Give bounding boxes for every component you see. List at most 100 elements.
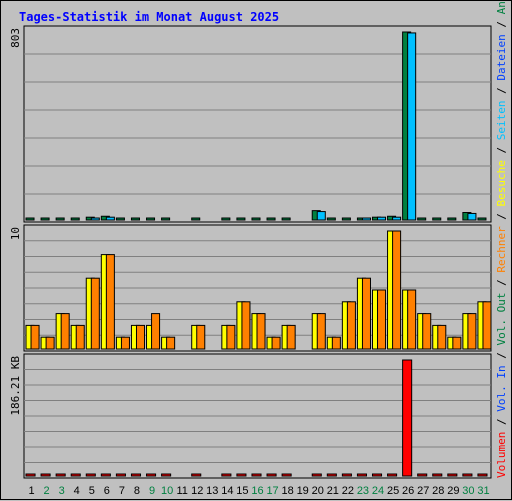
- legend-entry-volumen: Volumen: [495, 432, 508, 478]
- bar-volumen-day-14: [221, 473, 232, 477]
- bar-anfragen-day-18: [281, 217, 291, 221]
- x-tick-label-day-17: 17: [266, 485, 278, 497]
- bar-seiten-day-6: [105, 216, 115, 221]
- bar-anfragen-day-3: [55, 217, 65, 221]
- bar-rechner-day-18: [286, 324, 296, 350]
- panel-visits: 10: [9, 224, 492, 352]
- bar-rechner-day-25: [392, 230, 402, 350]
- bar-rechner-day-2: [45, 336, 55, 350]
- legend-separator: /: [495, 206, 508, 226]
- x-tick-label-day-14: 14: [221, 485, 233, 497]
- bar-anfragen-day-21: [326, 217, 336, 221]
- bar-seiten-day-24: [377, 216, 387, 221]
- bar-rechner-day-24: [377, 289, 387, 350]
- bar-volumen-day-28: [432, 473, 443, 477]
- bar-rechner-day-8: [135, 324, 146, 350]
- x-tick-label-day-2: 2: [44, 485, 50, 497]
- x-tick-label-day-3: 3: [59, 485, 65, 497]
- bar-seiten-day-20: [316, 211, 326, 221]
- bar-anfragen-day-15: [236, 217, 246, 221]
- x-tick-label-day-31: 31: [477, 485, 489, 497]
- bar-volumen-day-27: [417, 473, 428, 477]
- bar-volumen-day-20: [311, 473, 322, 477]
- bar-volumen-day-22: [341, 473, 352, 477]
- bar-anfragen-day-31: [477, 217, 487, 221]
- legend-separator: /: [495, 14, 508, 34]
- y-axis-max-label: 186.21 KB: [9, 356, 22, 416]
- legend-separator: /: [495, 273, 508, 293]
- legend-separator: /: [495, 346, 508, 366]
- bar-rechner-day-15: [241, 301, 251, 350]
- series-volumen: [25, 359, 488, 477]
- bar-anfragen-day-22: [341, 217, 351, 221]
- x-tick-label-day-7: 7: [119, 485, 125, 497]
- x-tick-label-day-12: 12: [191, 485, 203, 497]
- x-tick-label-day-5: 5: [89, 485, 95, 497]
- bar-rechner-day-17: [271, 336, 281, 350]
- legend-entry-rechner: Rechner: [495, 226, 508, 273]
- bar-volumen-day-26: [402, 359, 413, 477]
- bar-rechner-day-4: [75, 324, 85, 350]
- bar-volumen-day-21: [326, 473, 337, 477]
- x-tick-label-day-22: 22: [342, 485, 354, 497]
- bar-volumen-day-16: [251, 473, 262, 477]
- bar-anfragen-day-4: [70, 217, 80, 221]
- bar-seiten-day-26: [407, 32, 417, 221]
- bar-anfragen-day-17: [266, 217, 276, 221]
- bar-rechner-day-10: [166, 336, 176, 350]
- panel-hits: 803: [9, 25, 492, 223]
- bar-volumen-day-23: [356, 473, 367, 477]
- x-tick-label-day-8: 8: [134, 485, 140, 497]
- bar-anfragen-day-9: [146, 217, 156, 221]
- x-tick-label-day-26: 26: [402, 485, 414, 497]
- legend-text: Volumen / Vol. In / Vol. Out / Rechner /…: [495, 1, 508, 478]
- x-tick-label-day-18: 18: [282, 485, 294, 497]
- x-tick-label-day-1: 1: [28, 485, 34, 497]
- bar-anfragen-day-29: [447, 217, 457, 221]
- x-tick-label-day-11: 11: [176, 485, 187, 497]
- bar-anfragen-day-7: [115, 217, 125, 221]
- bar-anfragen-day-14: [221, 217, 231, 221]
- x-tick-label-day-23: 23: [357, 485, 369, 497]
- bar-rechner-day-16: [256, 313, 266, 350]
- y-axis-max-label: 10: [9, 227, 22, 240]
- legend-separator: /: [495, 140, 508, 160]
- chart-title: Tages-Statistik im Monat August 2025: [19, 10, 279, 24]
- bar-rechner-day-31: [482, 301, 492, 350]
- series-rechner: [30, 230, 492, 350]
- bar-rechner-day-3: [60, 313, 70, 350]
- panel-volume: 186.21 KB: [9, 353, 492, 479]
- x-tick-label-day-20: 20: [312, 485, 324, 497]
- chart-panels: 803 10 186.21 KB: [9, 25, 492, 479]
- x-tick-label-day-19: 19: [297, 485, 309, 497]
- x-tick-label-day-27: 27: [417, 485, 429, 497]
- bar-rechner-day-20: [316, 313, 326, 350]
- bar-volumen-day-12: [191, 473, 202, 477]
- x-tick-label-day-10: 10: [161, 485, 173, 497]
- bar-seiten-day-5: [90, 217, 100, 221]
- legend-entry-besuche: Besuche: [495, 160, 508, 206]
- bar-volumen-day-2: [40, 473, 51, 477]
- legend-entry-seiten: Seiten: [495, 100, 508, 140]
- x-tick-label-day-30: 30: [462, 485, 474, 497]
- bar-seiten-day-25: [392, 216, 402, 221]
- legend-entry-vol-out: Vol. Out: [495, 293, 508, 346]
- bar-rechner-day-28: [437, 324, 447, 350]
- legend-entry-dateien: Dateien: [495, 34, 508, 80]
- bar-rechner-day-29: [452, 336, 462, 350]
- x-tick-label-day-28: 28: [432, 485, 444, 497]
- bar-volumen-day-10: [161, 473, 172, 477]
- bar-volumen-day-1: [25, 473, 36, 477]
- bar-volumen-day-17: [266, 473, 277, 477]
- bar-anfragen-day-1: [25, 217, 35, 221]
- bar-anfragen-day-2: [40, 217, 50, 221]
- bar-rechner-day-9: [151, 313, 161, 350]
- bar-volumen-day-9: [146, 473, 157, 477]
- x-tick-label-day-15: 15: [236, 485, 248, 497]
- bar-volumen-day-4: [70, 473, 81, 477]
- x-tick-label-day-21: 21: [327, 485, 339, 497]
- bar-volumen-day-15: [236, 473, 247, 477]
- bar-rechner-day-27: [422, 313, 432, 350]
